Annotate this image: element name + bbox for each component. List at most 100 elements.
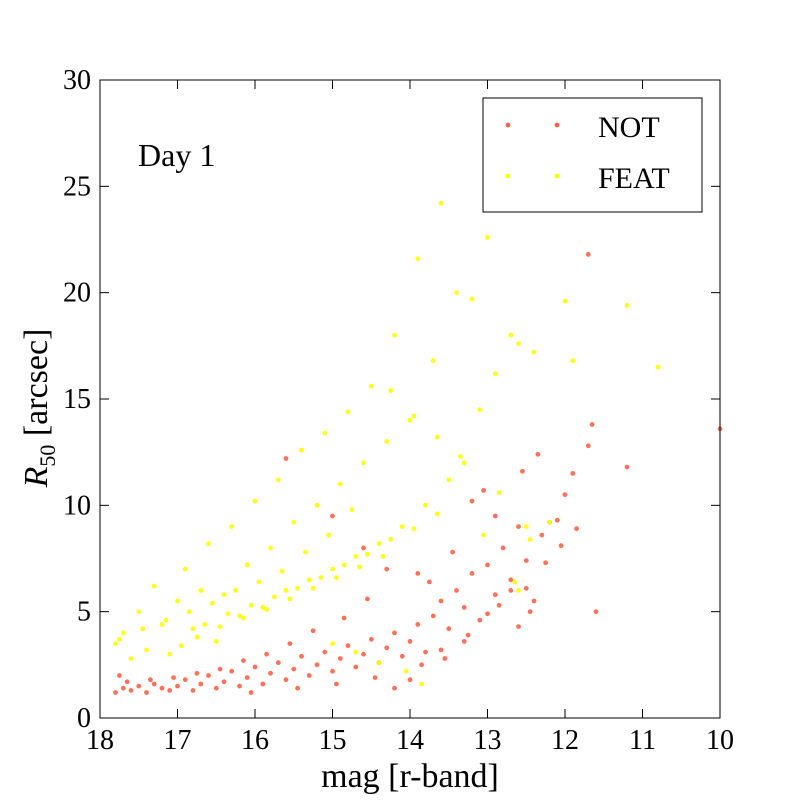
point-feat-87 bbox=[388, 537, 393, 542]
legend-marker-not-1 bbox=[505, 122, 511, 128]
point-feat-57 bbox=[624, 303, 630, 308]
y-tick-label-15: 15 bbox=[63, 384, 91, 415]
point-not-66 bbox=[485, 611, 490, 617]
point-not-9 bbox=[182, 677, 188, 683]
point-not-28 bbox=[330, 668, 335, 674]
point-feat-93 bbox=[241, 615, 246, 621]
point-not-59 bbox=[585, 443, 591, 449]
point-feat-10 bbox=[190, 626, 196, 632]
point-feat-85 bbox=[341, 562, 347, 568]
point-feat-23 bbox=[291, 519, 297, 525]
point-not-54 bbox=[531, 598, 537, 604]
point-not-77 bbox=[516, 624, 521, 629]
y-tick-label-25: 25 bbox=[63, 171, 91, 202]
x-tick-label-11: 11 bbox=[629, 725, 656, 756]
point-feat-35 bbox=[384, 439, 390, 444]
point-not-35 bbox=[384, 645, 390, 651]
point-feat-28 bbox=[330, 566, 335, 572]
y-axis-label-subscript: 50 bbox=[35, 445, 60, 467]
point-feat-70 bbox=[303, 549, 308, 555]
y-axis-label: R50 [arcsec] bbox=[18, 329, 60, 489]
x-tick-label-14: 14 bbox=[396, 725, 424, 756]
point-not-55 bbox=[539, 532, 545, 538]
point-not-85 bbox=[450, 549, 455, 555]
point-feat-79 bbox=[202, 622, 208, 627]
point-not-86 bbox=[427, 579, 432, 585]
point-feat-14 bbox=[221, 592, 227, 598]
point-feat-33 bbox=[368, 383, 374, 389]
legend-label-feat: FEAT bbox=[598, 162, 670, 195]
point-feat-53 bbox=[531, 349, 537, 355]
point-feat-51 bbox=[516, 341, 521, 347]
point-not-19 bbox=[260, 681, 266, 687]
point-not-82 bbox=[535, 451, 541, 457]
x-tick-label-16: 16 bbox=[241, 725, 269, 756]
point-not-50 bbox=[500, 545, 506, 551]
point-not-52 bbox=[516, 524, 521, 529]
point-not-46 bbox=[469, 571, 475, 576]
point-feat-100 bbox=[419, 681, 424, 687]
point-not-74 bbox=[415, 571, 421, 576]
point-feat-47 bbox=[477, 407, 483, 412]
point-feat-90 bbox=[179, 643, 184, 649]
point-feat-104 bbox=[330, 641, 335, 646]
point-not-27 bbox=[322, 649, 328, 655]
point-not-107 bbox=[543, 560, 548, 566]
point-not-58 bbox=[570, 471, 576, 476]
point-not-11 bbox=[198, 681, 204, 687]
point-feat-37 bbox=[399, 524, 405, 529]
point-not-98 bbox=[117, 673, 122, 678]
y-ticks: 0 5 10 15 20 25 30 bbox=[63, 65, 720, 734]
point-feat-26 bbox=[314, 502, 320, 508]
point-not-49 bbox=[492, 592, 498, 598]
point-feat-67 bbox=[527, 537, 533, 542]
point-feat-61 bbox=[411, 413, 417, 419]
point-feat-99 bbox=[380, 554, 386, 559]
y-axis-label-unit: [arcsec] bbox=[18, 329, 55, 445]
point-not-89 bbox=[310, 628, 316, 634]
point-not-78 bbox=[492, 513, 498, 519]
point-not-42 bbox=[438, 598, 444, 604]
point-not-70 bbox=[283, 456, 289, 461]
y-tick-label-5: 5 bbox=[77, 597, 91, 628]
point-feat-91 bbox=[194, 634, 200, 640]
point-not-14 bbox=[221, 679, 227, 685]
point-feat-19 bbox=[260, 605, 266, 610]
point-feat-55 bbox=[562, 298, 568, 304]
point-feat-44 bbox=[454, 290, 459, 296]
point-feat-7 bbox=[167, 651, 173, 657]
point-not-84 bbox=[527, 609, 533, 615]
point-not-62 bbox=[624, 464, 630, 470]
point-feat-50 bbox=[508, 332, 514, 338]
point-feat-6 bbox=[159, 622, 165, 627]
point-feat-17 bbox=[244, 562, 250, 568]
point-not-32 bbox=[361, 651, 366, 657]
point-feat-63 bbox=[458, 454, 463, 459]
point-not-102 bbox=[372, 675, 378, 680]
point-feat-39 bbox=[415, 256, 421, 261]
plot-points bbox=[113, 200, 723, 695]
x-tick-label-15: 15 bbox=[319, 725, 347, 756]
point-feat-77 bbox=[140, 626, 146, 632]
point-feat-36 bbox=[392, 332, 397, 338]
point-feat-13 bbox=[213, 639, 219, 644]
point-feat-97 bbox=[334, 575, 339, 580]
point-feat-29 bbox=[337, 481, 343, 487]
point-feat-34 bbox=[376, 541, 382, 546]
x-tick-label-12: 12 bbox=[551, 725, 579, 756]
point-not-13 bbox=[213, 685, 219, 691]
point-not-5 bbox=[151, 681, 157, 687]
point-not-106 bbox=[496, 602, 502, 608]
point-feat-69 bbox=[326, 532, 331, 538]
point-feat-22 bbox=[283, 588, 289, 593]
point-not-73 bbox=[384, 566, 390, 572]
point-feat-52 bbox=[523, 524, 529, 529]
point-feat-92 bbox=[217, 624, 223, 629]
point-feat-59 bbox=[516, 588, 521, 593]
point-feat-38 bbox=[407, 417, 413, 423]
point-not-43 bbox=[446, 626, 452, 632]
point-feat-68 bbox=[349, 507, 355, 512]
point-feat-89 bbox=[434, 511, 440, 517]
point-feat-86 bbox=[365, 551, 370, 557]
